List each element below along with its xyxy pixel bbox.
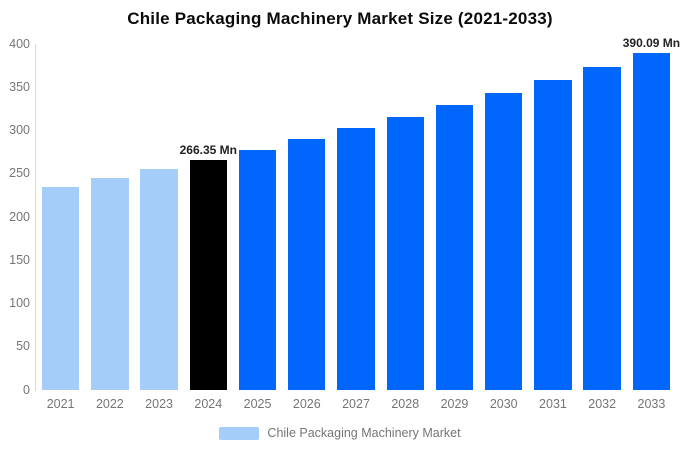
plot-area: 266.35 Mn 390.09 Mn: [36, 36, 680, 390]
bar-2032[interactable]: [583, 66, 621, 390]
x-axis-tick-label: 2030: [489, 397, 518, 411]
chart-title: Chile Packaging Machinery Market Size (2…: [127, 9, 553, 28]
bar-slot: 266.35 Mn: [180, 44, 237, 390]
y-axis-tick-label: 150: [9, 252, 30, 267]
x-axis-tick-label: 2024: [194, 397, 223, 411]
bar-2031[interactable]: [534, 80, 572, 390]
x-axis-tick-label: 2023: [145, 397, 173, 411]
y-axis-tick-label: 300: [9, 123, 30, 137]
y-axis-tick-label: 200: [9, 209, 30, 224]
legend-swatch-icon: [219, 426, 260, 440]
x-axis-tick-label: 2033: [637, 397, 666, 411]
bar-slot: 390.09 Mn: [623, 36, 680, 390]
bar-slot: [282, 44, 331, 390]
y-axis-tick-label: 400: [9, 36, 30, 51]
bar-2025[interactable]: [238, 149, 277, 390]
bar-slot: [85, 44, 134, 390]
bar-slot: [578, 44, 627, 390]
bar-2029[interactable]: [435, 105, 474, 390]
bar-slot: [36, 44, 85, 390]
x-axis-tick-label: 2032: [588, 397, 617, 411]
x-axis-tick-label: 2021: [46, 397, 75, 411]
bar-2028[interactable]: [386, 117, 424, 390]
y-axis-tick-label: 50: [16, 339, 30, 354]
y-axis-tick-label: 100: [9, 296, 30, 310]
bar-2024[interactable]: 266.35 Mn: [180, 143, 237, 390]
x-axis-tick-label: 2029: [440, 397, 469, 411]
bar-slot: [381, 44, 430, 390]
x-axis-tick-label: 2028: [391, 397, 420, 411]
bar-2030[interactable]: [485, 92, 523, 390]
bar-slot: [430, 44, 479, 390]
x-axis-tick-label: 2025: [243, 397, 272, 411]
legend-label: Chile Packaging Machinery Market: [267, 426, 461, 440]
bar-2027[interactable]: [337, 128, 375, 390]
bar-2023[interactable]: [140, 169, 178, 390]
bar-slot: [233, 44, 282, 390]
x-axis: 2021 2022 2023 2024 2025 2026 2027 2028 2029 2030…: [36, 397, 676, 411]
x-axis-tick-label: 2022: [95, 397, 124, 411]
bar-2021[interactable]: [41, 187, 80, 390]
x-axis-tick-label: 2031: [539, 397, 567, 411]
bar-2026[interactable]: [288, 139, 326, 390]
x-axis-tick-label: 2026: [292, 397, 321, 411]
y-axis-tick-label: 350: [9, 79, 30, 94]
y-axis-tick-label: 0: [23, 382, 30, 397]
bar-value-label: 266.35 Mn: [179, 142, 237, 157]
legend-item[interactable]: Chile Packaging Machinery Market: [0, 424, 680, 442]
bar-2022[interactable]: [91, 178, 129, 390]
x-axis-tick-label: 2027: [342, 397, 370, 411]
bar-value-label: 390.09 Mn: [622, 35, 680, 50]
y-axis-line: [35, 44, 36, 391]
bar-slot: [134, 44, 183, 390]
bar-slot: [479, 44, 528, 390]
bar-slot: [528, 44, 577, 390]
bar-slot: [331, 44, 380, 390]
bar-2033[interactable]: 390.09 Mn: [623, 36, 680, 390]
y-axis-tick-label: 250: [9, 166, 30, 181]
